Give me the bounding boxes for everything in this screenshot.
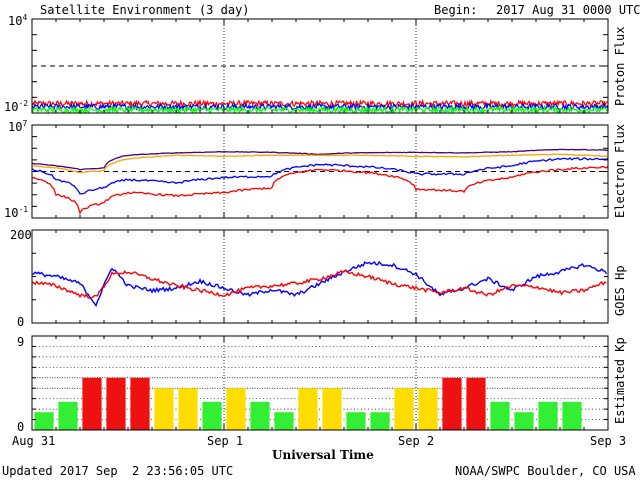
electron-y-top: 107 <box>8 119 28 134</box>
kp-bar-6 <box>154 388 174 430</box>
kp-bar-21 <box>514 412 534 430</box>
kp-bar-11 <box>274 412 294 430</box>
kp-bar-2 <box>58 401 78 430</box>
proton-flux-label: Proton Flux <box>613 26 627 106</box>
updated-timestamp: Updated 2017 Sep 2 23:56:05 UTC <box>2 464 234 478</box>
electron-series-red <box>31 165 609 215</box>
goes-hp-series-red <box>31 269 607 300</box>
goes-y-top: 200 <box>10 228 32 242</box>
proton-series-red <box>31 98 609 109</box>
kp-y-bottom: 0 <box>17 420 25 434</box>
x-tick-aug31: Aug 31 <box>12 434 56 448</box>
goes-hp-series-blue <box>31 260 608 308</box>
kp-bar-18 <box>442 377 462 430</box>
kp-bar-23 <box>562 401 582 430</box>
begin-label: Begin: <box>434 3 478 17</box>
electron-series-purple <box>31 148 609 171</box>
kp-bar-1 <box>34 412 54 430</box>
x-tick-sep3: Sep 3 <box>590 434 627 448</box>
kp-bar-17 <box>418 388 438 430</box>
kp-bar-19 <box>466 377 486 430</box>
electron-series-orange <box>32 153 609 174</box>
electron-y-bottom: 10-1 <box>4 205 29 220</box>
kp-bar-22 <box>538 401 558 430</box>
electron-series-blue <box>31 157 609 195</box>
kp-bar-20 <box>490 401 510 430</box>
x-tick-sep1: Sep 1 <box>207 434 244 448</box>
x-axis-title: Universal Time <box>272 448 374 462</box>
chart-title: Satellite Environment (3 day) <box>40 3 250 17</box>
kp-y-top: 9 <box>17 335 25 349</box>
kp-bar-5 <box>130 377 150 430</box>
kp-bar-16 <box>394 388 414 430</box>
x-tick-sep2: Sep 2 <box>398 434 435 448</box>
kp-bar-3 <box>82 377 102 430</box>
electron-flux-label: Electron Flux <box>613 124 627 218</box>
kp-bar-9 <box>226 388 246 430</box>
goes-hp-frame <box>31 229 609 324</box>
kp-bar-13 <box>322 388 342 430</box>
noaa-credit: NOAA/SWPC Boulder, CO USA <box>455 464 636 478</box>
kp-bar-8 <box>202 401 222 430</box>
begin-date: 2017 Aug 31 0000 UTC <box>496 3 640 17</box>
kp-bar-15 <box>370 412 390 430</box>
kp-bar-12 <box>298 388 318 430</box>
goes-y-bottom: 0 <box>17 315 25 329</box>
proton-y-bottom: 10-2 <box>4 99 29 114</box>
kp-bar-4 <box>106 377 126 430</box>
kp-bar-10 <box>250 401 270 430</box>
goes-hp-label: GOES Hp <box>613 265 627 316</box>
kp-bar-14 <box>346 412 366 430</box>
proton-y-top: 104 <box>8 13 28 28</box>
kp-bar-7 <box>178 388 198 430</box>
estimated-kp-label: Estimated Kp <box>613 337 627 424</box>
